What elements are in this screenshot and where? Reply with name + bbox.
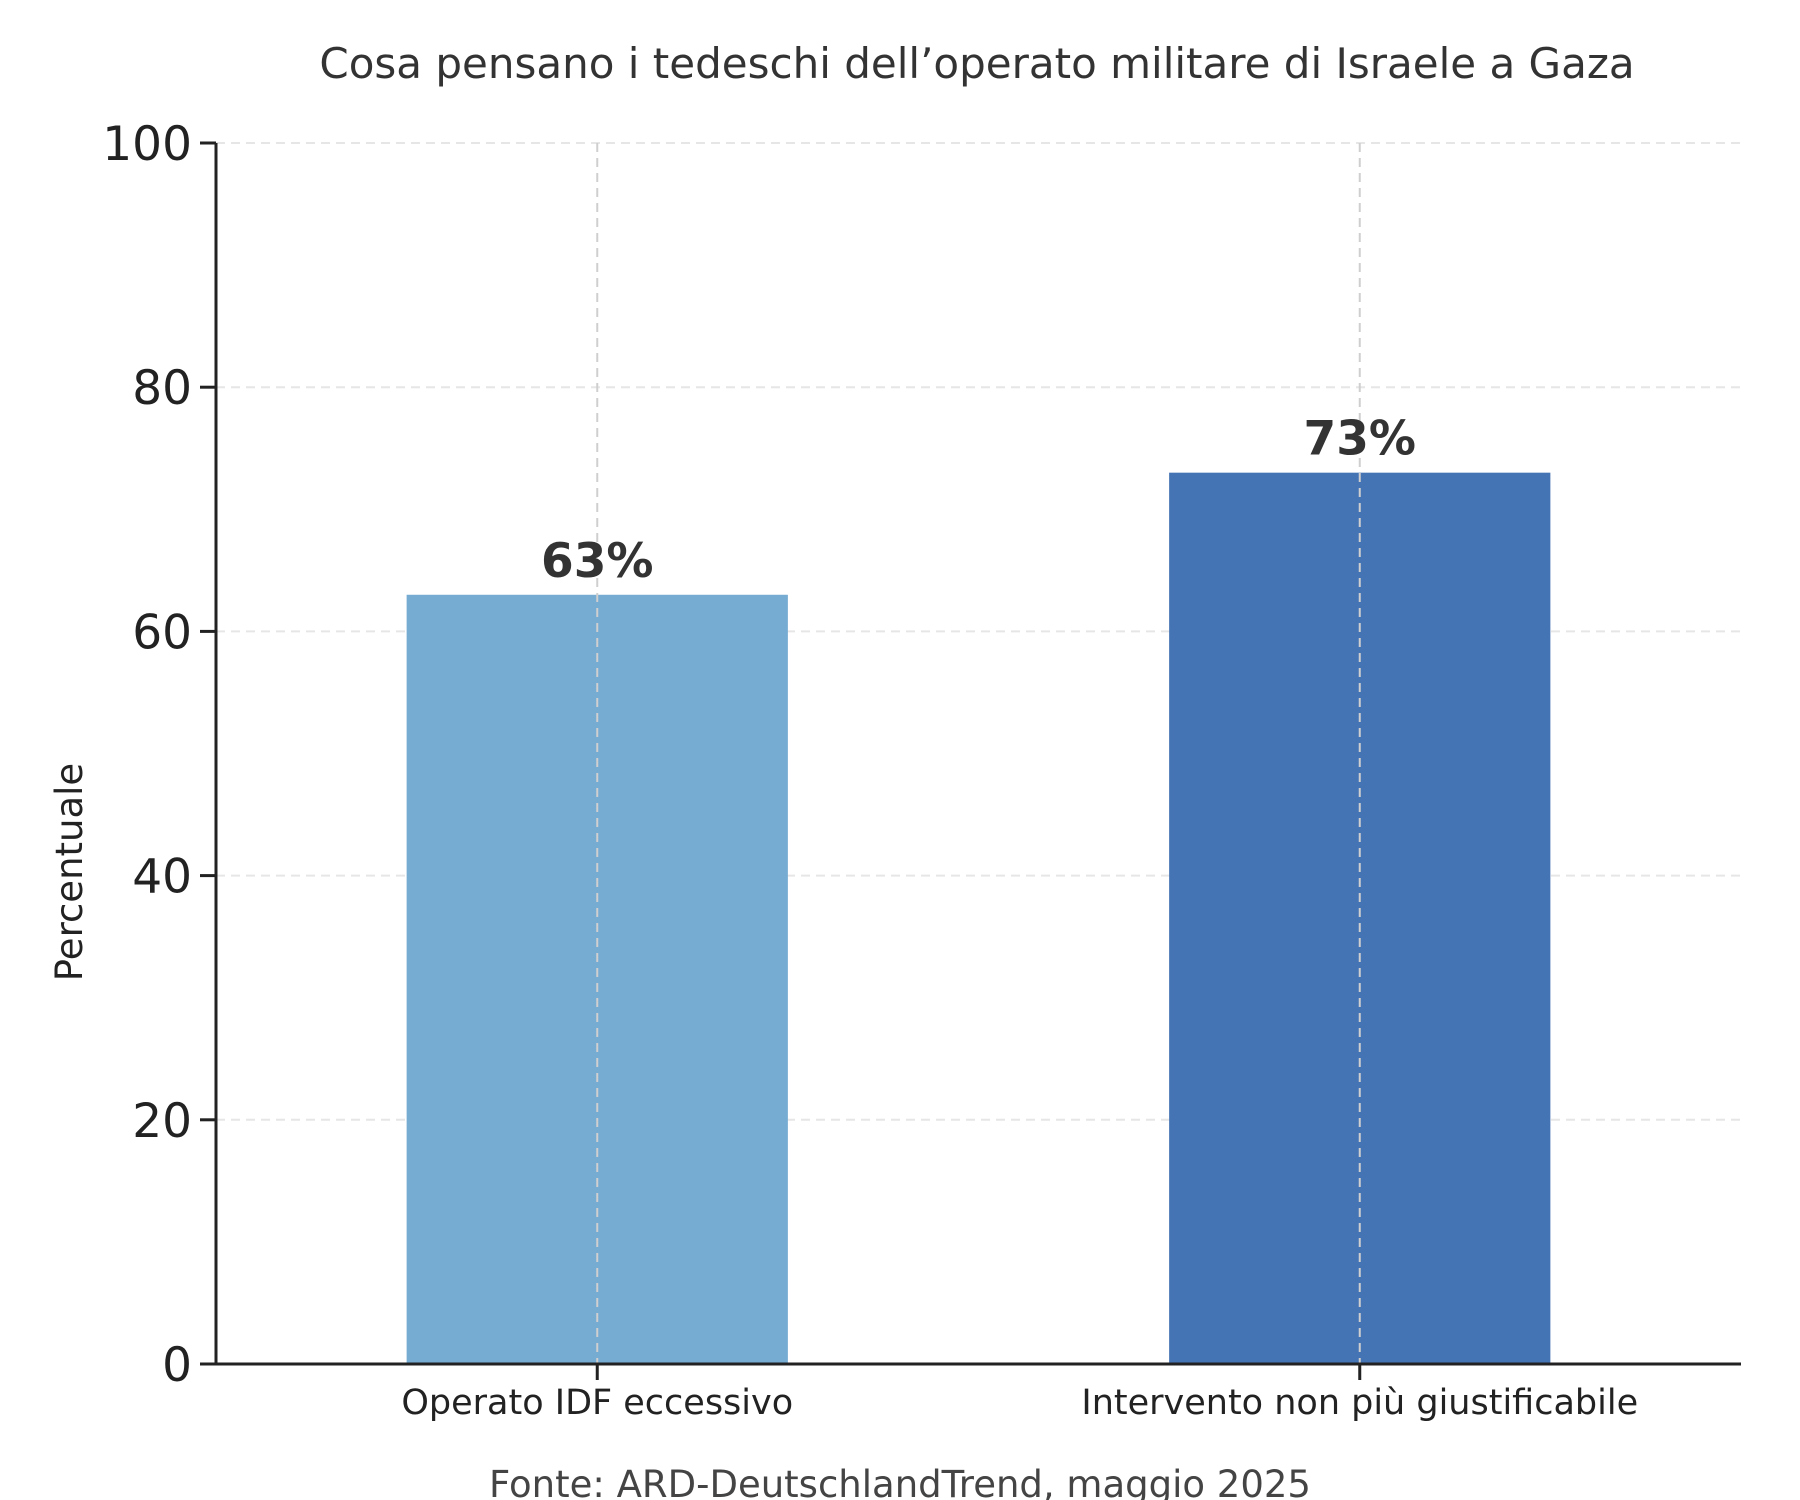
bars-layer <box>406 472 1551 1364</box>
data-label: 73% <box>1304 412 1417 467</box>
chart-title: Cosa pensano i tedeschi dell’operato mil… <box>319 39 1634 88</box>
x-tick-label: Operato IDF eccessivo <box>401 1383 793 1423</box>
x-tick-label: Intervento non più giustificabile <box>1081 1383 1638 1423</box>
y-tick-label: 0 <box>162 1338 192 1393</box>
y-ticks-layer: 0 20 40 60 80 100 <box>102 117 216 1393</box>
y-tick-label: 100 <box>102 117 192 172</box>
data-label: 63% <box>541 534 654 589</box>
y-tick-label: 80 <box>132 361 192 416</box>
vertical-grid-layer <box>596 143 1361 1364</box>
axes-layer <box>214 143 1741 1366</box>
x-ticks-layer: Operato IDF eccessivo Intervento non più … <box>401 1364 1638 1423</box>
bar <box>406 594 788 1364</box>
source-note: Fonte: ARD-DeutschlandTrend, maggio 2025 <box>489 1463 1311 1500</box>
y-tick-label: 60 <box>132 605 192 660</box>
y-tick-label: 40 <box>132 850 192 905</box>
y-axis-label: Percentuale <box>48 763 91 981</box>
y-tick-label: 20 <box>132 1094 192 1149</box>
data-labels-layer: 63% 73% <box>541 412 1416 589</box>
